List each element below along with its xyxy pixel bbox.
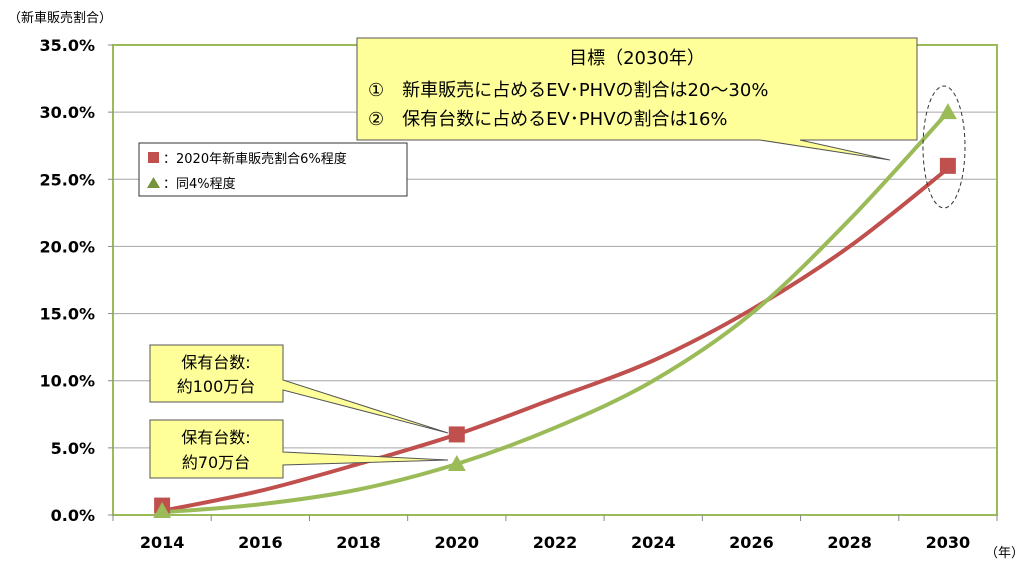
series-line-0 [161, 166, 950, 513]
x-tick-label: 2030 [926, 533, 971, 552]
y-tick-label: 20.0% [39, 237, 95, 256]
callout-100-line1: 保有台数: [181, 353, 250, 372]
callout-100-box [149, 344, 449, 434]
y-tick-label: 25.0% [39, 170, 95, 189]
target-line1: ① 新車販売に占めるEV･PHVの割合は20～30% [368, 80, 768, 101]
y-axis: 0.0% 5.0% 10.0% 15.0% 20.0% 25.0% 30.0% 35.0% [39, 36, 113, 525]
triangle-marker [153, 501, 172, 518]
x-tick-label: 2024 [631, 533, 676, 552]
callout-70-box [149, 419, 449, 479]
legend-label-red: ：2020年新車販売割合6%程度 [163, 151, 347, 167]
triangle-marker [938, 103, 957, 120]
x-tick-label: 2028 [827, 533, 872, 552]
legend-triangle-marker [147, 177, 160, 188]
target-callout: 目標（2030年） ① 新車販売に占めるEV･PHVの割合は20～30% ② 保… [356, 37, 918, 161]
x-tick-label: 2018 [336, 533, 381, 552]
series [153, 103, 957, 518]
y-axis-label: （新車販売割合） [8, 10, 112, 26]
callout-70-line2: 約70万台 [182, 453, 250, 472]
legend-square-marker [148, 152, 159, 163]
callout-70-line1: 保有台数: [181, 428, 250, 447]
square-marker [939, 157, 956, 174]
series-line-1 [161, 110, 950, 515]
y-tick-label: 35.0% [39, 36, 95, 55]
x-axis-label: （年） [985, 546, 1024, 561]
target-line2: ② 保有台数に占めるEV･PHVの割合は16% [368, 109, 728, 130]
x-tick-label: 2022 [533, 533, 578, 552]
legend: ：2020年新車販売割合6%程度 ：同4%程度 [138, 142, 408, 197]
y-tick-label: 10.0% [39, 372, 95, 391]
x-tick-label: 2014 [140, 533, 185, 552]
y-tick-label: 15.0% [39, 305, 95, 324]
callout-100: 保有台数: 約100万台 [149, 344, 449, 434]
x-tick-label: 2020 [435, 533, 480, 552]
target-title: 目標（2030年） [569, 48, 705, 69]
highlight-ellipse [922, 85, 966, 209]
y-tick-label: 5.0% [51, 439, 95, 458]
square-marker [448, 426, 465, 443]
y-tick-label: 30.0% [39, 103, 95, 122]
target-callout-box [356, 37, 918, 161]
callout-70: 保有台数: 約70万台 [149, 419, 449, 479]
y-tick-label: 0.0% [51, 506, 95, 525]
x-tick-label: 2026 [729, 533, 774, 552]
x-tick-label: 2016 [238, 533, 283, 552]
legend-box [138, 142, 408, 197]
callout-100-line2: 約100万台 [177, 377, 256, 396]
legend-label-green: ：同4%程度 [163, 176, 236, 192]
x-axis: 2014 2016 2018 2020 2022 2024 2026 2028 2030 [112, 515, 998, 552]
triangle-marker [447, 454, 466, 471]
